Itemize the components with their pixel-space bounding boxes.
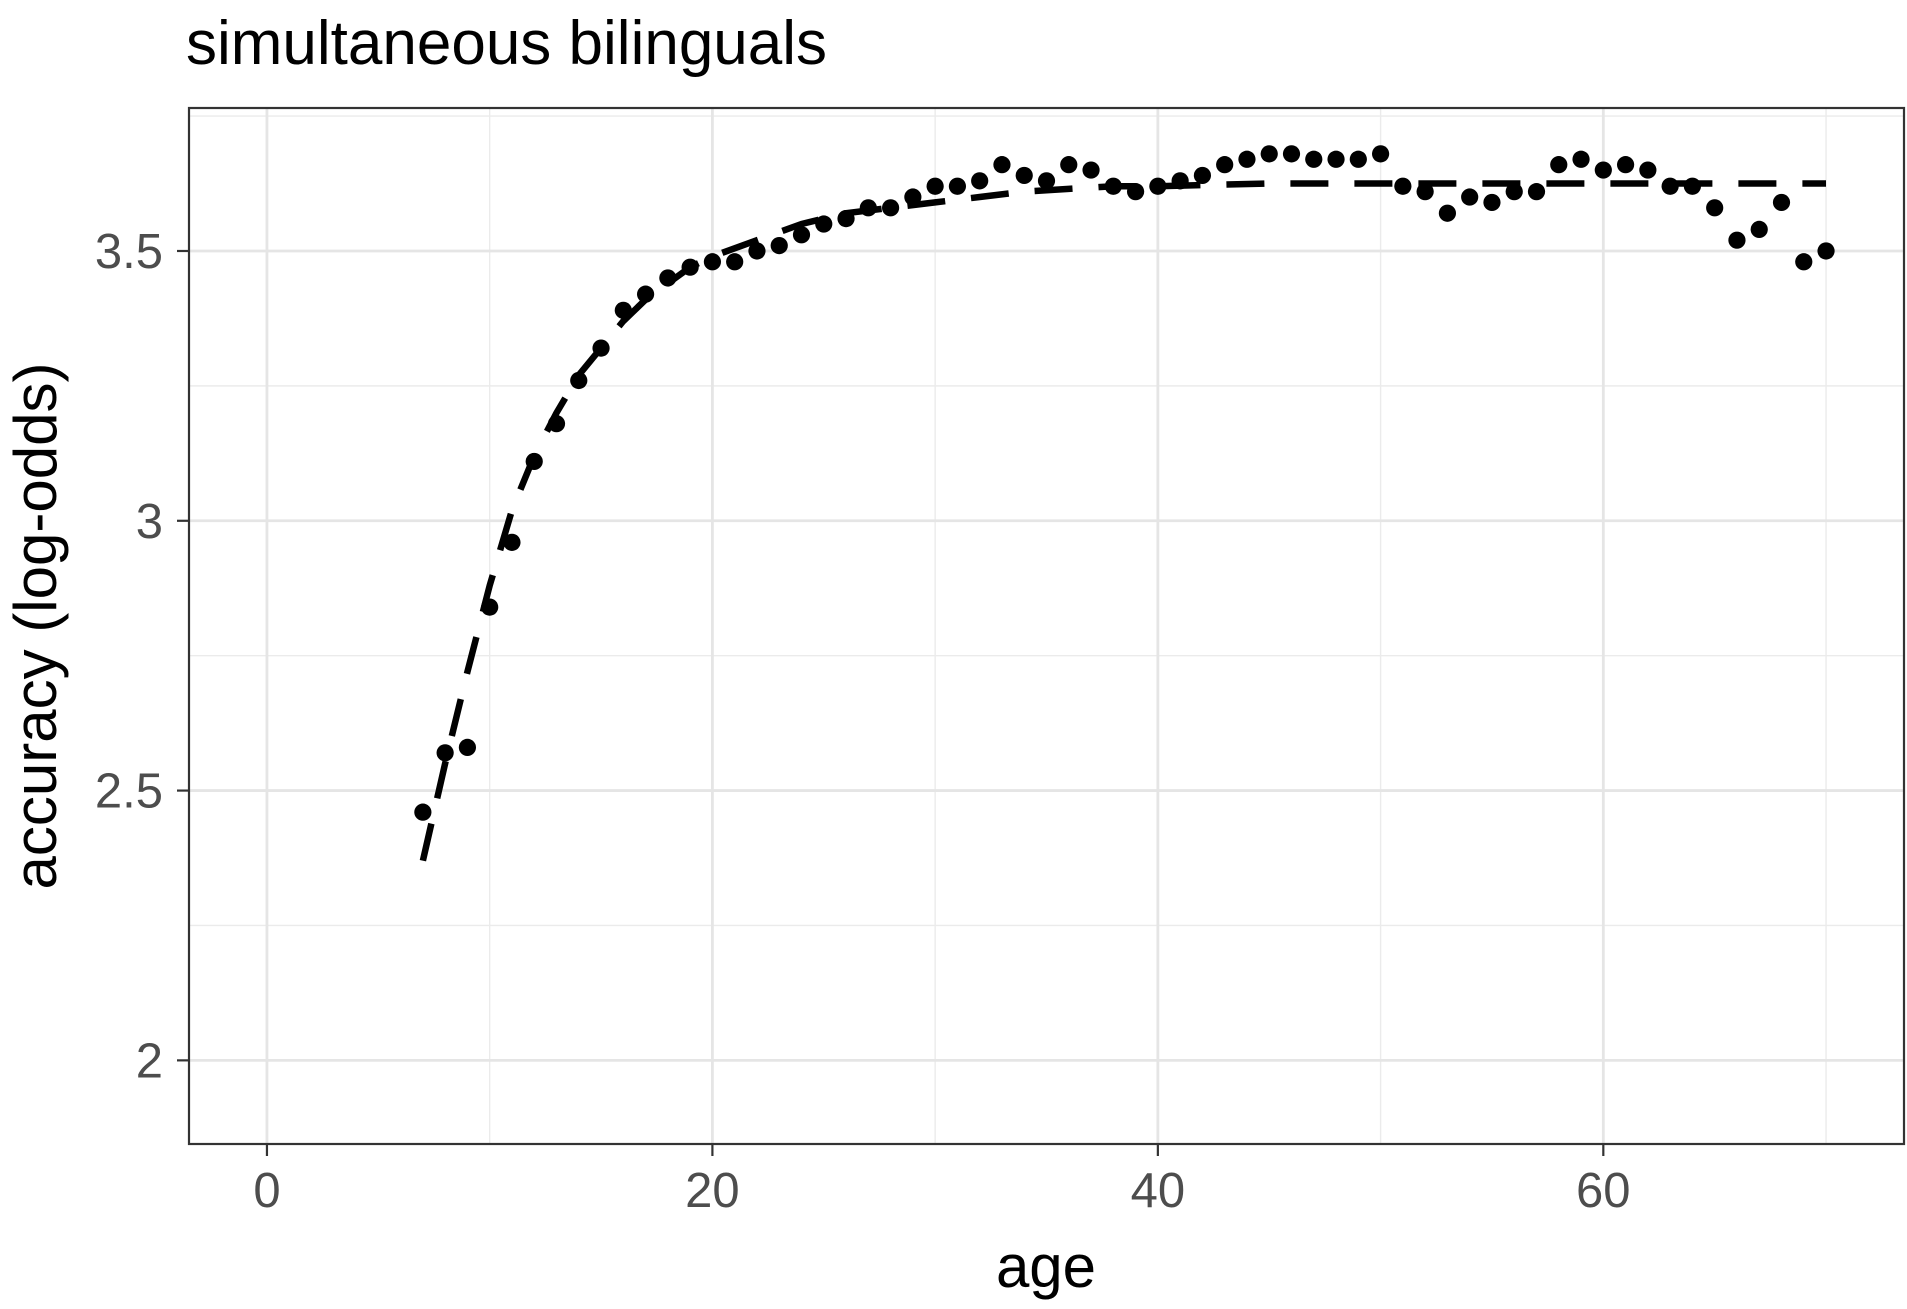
data-point — [1104, 177, 1122, 195]
grid-minor — [189, 108, 1904, 1144]
data-point — [837, 210, 855, 228]
x-tick-label: 60 — [1576, 1164, 1631, 1218]
data-point — [1394, 177, 1412, 195]
x-tick-label: 20 — [685, 1164, 740, 1218]
y-tick-label: 3 — [136, 495, 163, 549]
data-point — [859, 199, 877, 217]
data-point — [503, 533, 521, 551]
data-point — [1171, 172, 1189, 190]
data-point — [592, 339, 610, 357]
data-point — [1661, 177, 1679, 195]
data-point — [636, 285, 655, 303]
y-tick-label: 2 — [136, 1034, 163, 1088]
plot-panel-border — [187, 106, 1906, 1146]
data-point — [570, 371, 588, 390]
data-point — [792, 226, 811, 244]
data-point — [414, 803, 432, 821]
data-point — [481, 598, 499, 616]
data-point — [1550, 156, 1568, 174]
data-point — [1126, 183, 1145, 201]
data-point — [614, 301, 632, 319]
y-axis-ticks: 2 2.5 3 3.5 — [95, 225, 189, 1088]
data-point — [547, 415, 566, 433]
data-point — [1149, 177, 1167, 195]
data-point — [815, 215, 833, 233]
data-point — [1505, 183, 1523, 201]
data-point — [948, 177, 967, 195]
data-point — [904, 188, 922, 206]
data-point — [681, 258, 699, 276]
y-axis-label: accuracy (log-odds) — [2, 363, 69, 890]
x-axis-label: age — [996, 1233, 1096, 1300]
data-point — [1795, 253, 1813, 271]
y-tick-label: 2.5 — [95, 765, 163, 819]
data-point — [726, 253, 744, 271]
data-point — [881, 199, 900, 217]
data-point — [1683, 177, 1702, 195]
x-axis-ticks: 0 20 40 60 — [253, 1144, 1631, 1218]
data-point — [1728, 231, 1746, 249]
data-point — [1594, 161, 1612, 179]
data-point — [1260, 145, 1278, 163]
data-point — [436, 744, 454, 762]
data-point — [1639, 161, 1657, 179]
x-tick-label: 0 — [253, 1164, 280, 1218]
data-point — [1416, 183, 1434, 201]
data-point — [1349, 150, 1367, 168]
data-point — [1817, 242, 1835, 260]
data-point — [1327, 150, 1345, 168]
data-point — [1082, 161, 1100, 179]
data-point — [1371, 145, 1390, 163]
data-point — [1216, 156, 1234, 174]
data-point — [659, 269, 677, 287]
data-point — [1015, 166, 1033, 185]
data-point — [1305, 150, 1323, 168]
chart-title: simultaneous bilinguals — [186, 9, 827, 78]
data-point — [1772, 193, 1791, 212]
data-point — [1527, 183, 1546, 201]
y-tick-label: 3.5 — [95, 225, 163, 279]
data-point — [458, 738, 477, 757]
data-point — [748, 242, 766, 260]
data-point — [1483, 193, 1501, 212]
data-point — [525, 452, 543, 471]
data-point — [1438, 204, 1457, 222]
data-point — [1060, 156, 1078, 174]
grid-major — [189, 108, 1904, 1144]
data-point — [1750, 220, 1768, 239]
data-point — [1572, 150, 1590, 168]
data-points — [414, 145, 1835, 821]
data-point — [926, 177, 944, 195]
data-point — [993, 156, 1011, 174]
data-point — [971, 172, 989, 190]
data-point — [703, 253, 722, 271]
data-point — [1461, 188, 1479, 206]
data-point — [770, 236, 788, 255]
data-point — [1238, 150, 1256, 168]
data-point — [1616, 156, 1635, 174]
data-point — [1282, 145, 1301, 163]
data-point — [1193, 166, 1212, 185]
x-tick-label: 40 — [1131, 1164, 1186, 1218]
data-point — [1037, 172, 1056, 190]
data-point — [1706, 199, 1724, 217]
